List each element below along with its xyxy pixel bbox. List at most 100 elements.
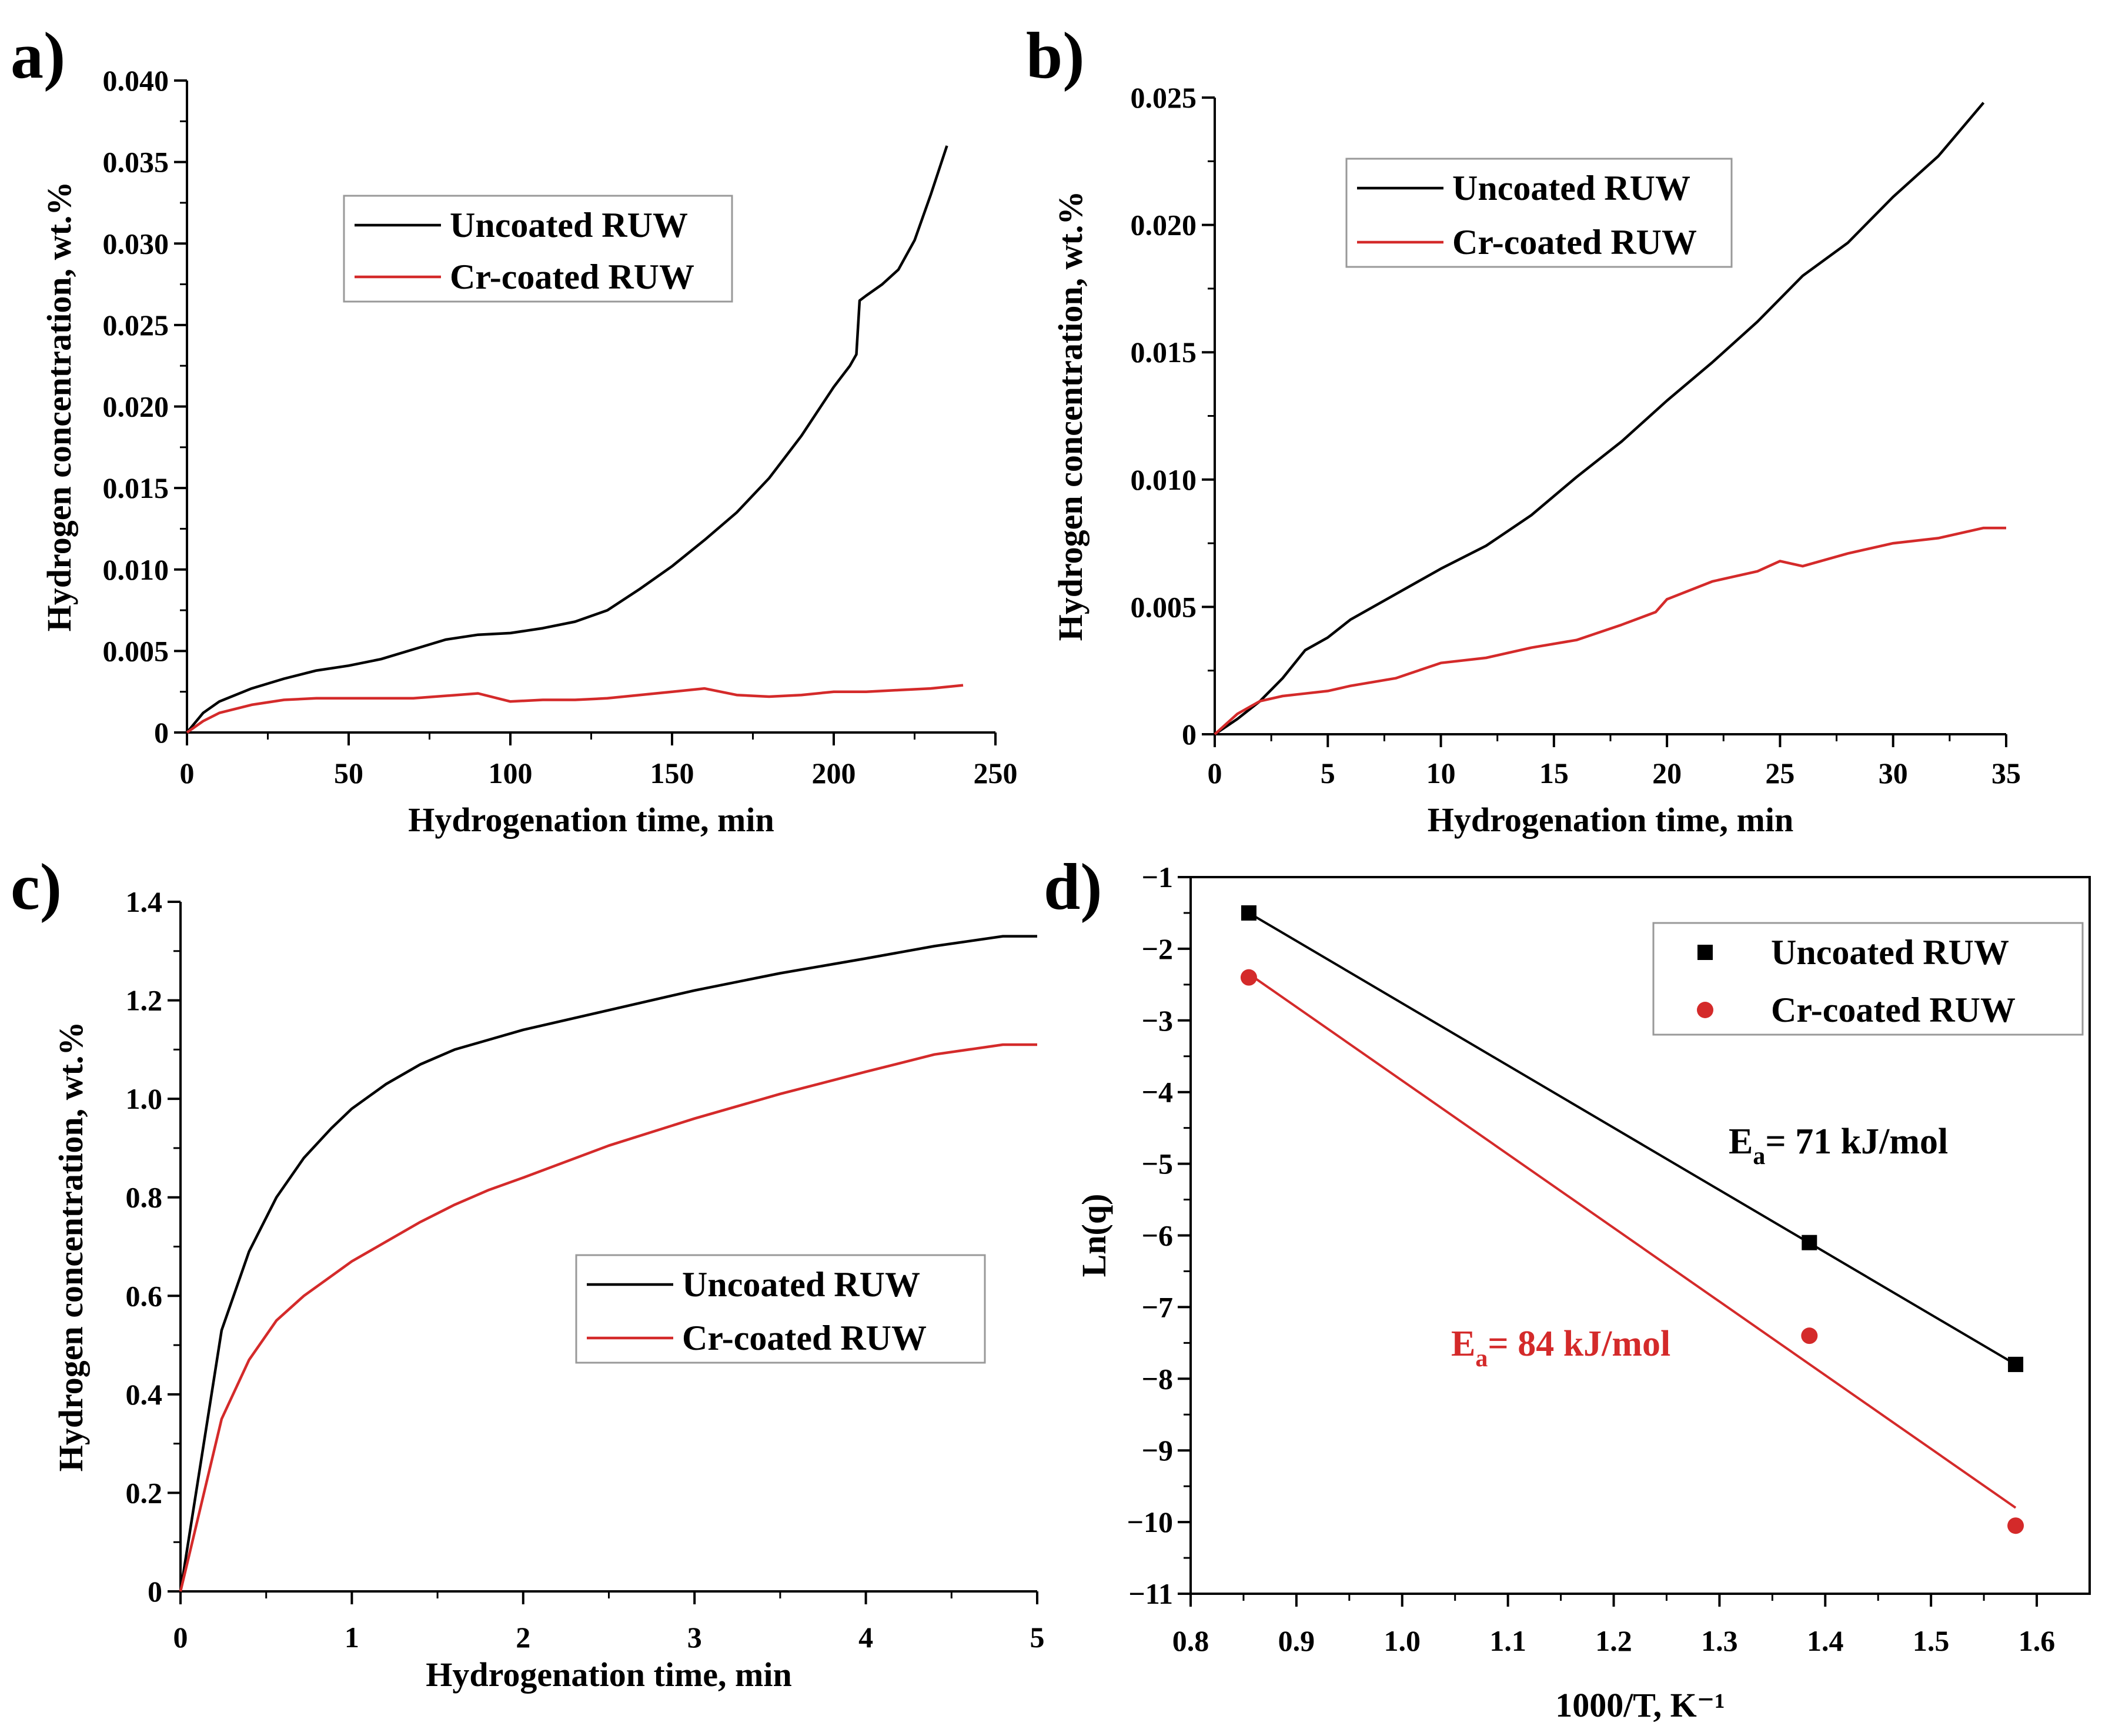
- y-tick-label: 0.005: [1131, 590, 1197, 623]
- legend-box: [1652, 922, 2084, 1036]
- x-tick-label: 5: [1321, 757, 1335, 790]
- y-tick-label: 0: [154, 716, 169, 749]
- x-tick-label: 1: [345, 1621, 359, 1654]
- legend-box: [575, 1254, 986, 1364]
- x-axis-title: Hydrogenation time, min: [1428, 801, 1793, 839]
- ann-value: = 84 kJ/mol: [1488, 1324, 1670, 1364]
- ann-subscript: a: [1475, 1345, 1488, 1372]
- panel-label: a): [11, 19, 65, 92]
- series-cr-coated-ruw-line: [179, 1043, 1037, 1592]
- panel-d: d) 0.8 0.9 1.0 1.1 1.2 1.3 1.4 1.5 1.6 −11 −10 −9 −8 −…: [1044, 851, 2091, 1724]
- legend-label: Uncoated RUW: [1771, 933, 2009, 972]
- legend-label: Cr-coated RUW: [1452, 223, 1697, 262]
- y-tick-label: 0.010: [103, 553, 169, 586]
- x-tick-label: 2: [516, 1621, 530, 1654]
- x-axis-title: Hydrogenation time, min: [426, 1655, 791, 1694]
- legend-label: Cr-coated RUW: [1771, 991, 2016, 1029]
- series-cr-coated-ruw-line: [1214, 526, 2006, 735]
- x-tick-label: 0: [180, 757, 195, 790]
- legend: Uncoated RUW Cr-coated RUW: [1652, 922, 2084, 1036]
- legend-label: Uncoated RUW: [682, 1265, 920, 1304]
- y-tick-label: 0.030: [103, 227, 169, 260]
- series-cr-coated-ruw-point: [1801, 1327, 1818, 1344]
- x-axis-title: 1000/T, K⁻¹: [1555, 1686, 1725, 1724]
- panel-label: d): [1044, 851, 1102, 924]
- y-axis-title: Ln(q): [1075, 1194, 1113, 1277]
- y-tick-label: −1: [1142, 861, 1174, 894]
- y-tick-label: 0.020: [103, 390, 169, 423]
- series-cr-coated-ruw-fit-line: [1248, 972, 2017, 1509]
- y-axis-title: Hydrogen concentration, wt.%: [52, 1022, 90, 1472]
- y-tick-label: 0.035: [103, 146, 169, 179]
- y-tick-label: −4: [1142, 1076, 1174, 1109]
- x-tick-label: 50: [334, 757, 363, 790]
- y-tick-label: 1.4: [126, 885, 163, 918]
- series-uncoated-ruw-point: [1241, 905, 1256, 921]
- y-axis-title: Hydrogen concentration, wt.%: [40, 182, 78, 632]
- ann-base: E: [1451, 1324, 1475, 1364]
- legend-marker: [1697, 1002, 1713, 1018]
- x-tick-label: 3: [687, 1621, 702, 1654]
- y-tick-label: −3: [1142, 1004, 1174, 1037]
- y-tick-label: 0.4: [126, 1378, 163, 1411]
- legend-label: Cr-coated RUW: [682, 1319, 927, 1357]
- x-tick-label: 5: [1030, 1621, 1045, 1654]
- panel-c: c) 0 1 2 3 4 5 0 0.2 0.4 0.6 0.8 1.0 1.2 1.4 Hydrogenat…: [11, 851, 1045, 1694]
- y-tick-label: 0.015: [103, 471, 169, 504]
- x-tick-label: 15: [1539, 757, 1569, 790]
- x-tick-label: 200: [812, 757, 856, 790]
- x-tick-label: 10: [1426, 757, 1456, 790]
- x-tick-label: 250: [974, 757, 1018, 790]
- y-tick-label: 0.025: [1131, 81, 1197, 114]
- x-axis-title: Hydrogenation time, min: [408, 801, 774, 839]
- x-tick-label: 1.5: [1913, 1624, 1950, 1657]
- series-uncoated-ruw-point: [1802, 1235, 1817, 1250]
- series-uncoated-ruw-point: [2008, 1356, 2024, 1372]
- y-tick-label: −10: [1127, 1506, 1174, 1538]
- panel-label: b): [1026, 19, 1085, 92]
- x-tick-label: 30: [1879, 757, 1908, 790]
- x-tick-label: 0.8: [1172, 1624, 1209, 1657]
- y-tick-label: −8: [1142, 1362, 1174, 1395]
- legend: Uncoated RUW Cr-coated RUW: [1345, 158, 1733, 268]
- legend: Uncoated RUW Cr-coated RUW: [575, 1254, 986, 1364]
- x-tick-label: 100: [489, 757, 533, 790]
- series-uncoated-ruw-line: [186, 145, 948, 734]
- y-tick-label: 0.2: [126, 1476, 163, 1509]
- x-tick-label: 0: [173, 1621, 188, 1654]
- activation-energy-label: Ea= 71 kJ/mol: [1729, 1122, 1948, 1170]
- x-tick-label: 150: [650, 757, 694, 790]
- y-tick-label: 0: [1182, 718, 1197, 751]
- y-tick-label: 0.020: [1131, 209, 1197, 242]
- ann-base: E: [1729, 1122, 1753, 1162]
- legend-marker: [1697, 945, 1713, 960]
- x-tick-label: 0: [1208, 757, 1222, 790]
- x-tick-label: 25: [1765, 757, 1794, 790]
- series-cr-coated-ruw-point: [2007, 1517, 2024, 1534]
- activation-energy-label: Ea= 84 kJ/mol: [1451, 1324, 1670, 1372]
- y-tick-label: 0.025: [103, 309, 169, 342]
- panel-a: a) 0 50 100 150 200 250 0 0.005 0.010 0.015 0.020 0.…: [11, 19, 1018, 839]
- y-tick-label: 1.2: [126, 984, 163, 1017]
- x-tick-label: 4: [858, 1621, 873, 1654]
- x-tick-label: 1.3: [1701, 1624, 1738, 1657]
- y-tick-label: 0.015: [1131, 336, 1197, 369]
- legend-box: [1345, 158, 1733, 268]
- y-tick-label: 0.8: [126, 1181, 163, 1214]
- y-tick-label: −6: [1142, 1219, 1174, 1252]
- y-tick-label: 0.6: [126, 1279, 163, 1312]
- x-tick-label: 1.1: [1489, 1624, 1526, 1657]
- x-tick-label: 1.2: [1595, 1624, 1632, 1657]
- y-tick-label: −2: [1142, 932, 1174, 965]
- y-tick-label: 0.005: [103, 634, 169, 667]
- x-tick-label: 1.0: [1384, 1624, 1421, 1657]
- x-tick-label: 1.6: [2019, 1624, 2056, 1657]
- series-cr-coated-ruw-point: [1240, 969, 1257, 986]
- series-uncoated-ruw-line: [179, 935, 1037, 1592]
- legend: Uncoated RUW Cr-coated RUW: [343, 195, 733, 303]
- y-tick-label: −7: [1142, 1290, 1174, 1323]
- series-cr-coated-ruw-line: [186, 684, 964, 734]
- y-axis-title: Hydrogen concentration, wt.%: [1051, 191, 1090, 641]
- series-uncoated-ruw-fit-line: [1248, 912, 2017, 1366]
